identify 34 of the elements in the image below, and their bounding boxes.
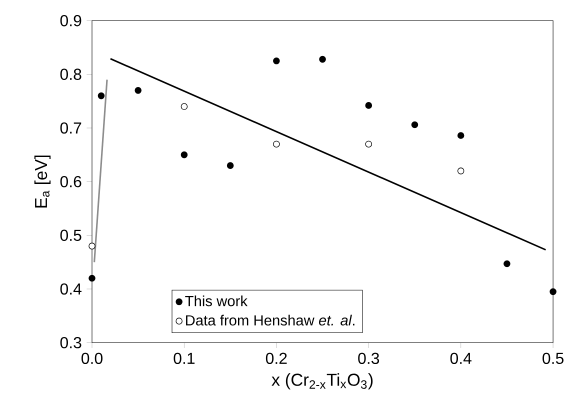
- point: [88, 242, 96, 250]
- y-tick-label: 0.7: [60, 122, 82, 134]
- x-tick-label: 0.5: [542, 352, 564, 364]
- point: [457, 132, 464, 139]
- x-tick-label: 0.2: [266, 352, 287, 364]
- point: [180, 103, 188, 110]
- point: [180, 151, 188, 158]
- y-tick-label: 0.3: [60, 336, 82, 348]
- x-tick-label: 0.0: [82, 352, 103, 364]
- point: [457, 168, 464, 174]
- point: [365, 102, 372, 109]
- point: [226, 162, 234, 169]
- y-tick-label: 0.5: [60, 230, 82, 241]
- x-axis-title: x (Cr$_{2-x}$Ti$_{x}$O$_{3}$): [272, 373, 373, 390]
- point: [273, 140, 280, 148]
- point: [411, 121, 418, 128]
- y-tick-label: 0.9: [60, 15, 82, 26]
- y-tick-label: 0.6: [60, 176, 82, 188]
- point: [319, 56, 326, 63]
- x-tick-label: 0.4: [450, 352, 472, 364]
- x-tick-label: 0.1: [174, 352, 195, 364]
- point: [273, 58, 280, 64]
- point: [504, 260, 510, 268]
- legend-label: This work: [185, 295, 248, 306]
- y-axis-title: E$_{a}$ [eV]: [34, 156, 51, 208]
- point: [134, 87, 142, 94]
- point: [365, 140, 372, 148]
- point: [98, 92, 105, 100]
- legend-label: Data from Henshaw et. al.: [186, 314, 354, 326]
- y-tick-label: 0.4: [60, 283, 82, 295]
- y-tick-label: 0.8: [60, 68, 82, 80]
- point: [550, 288, 556, 296]
- point: [88, 274, 96, 282]
- x-tick-label: 0.3: [358, 352, 380, 364]
